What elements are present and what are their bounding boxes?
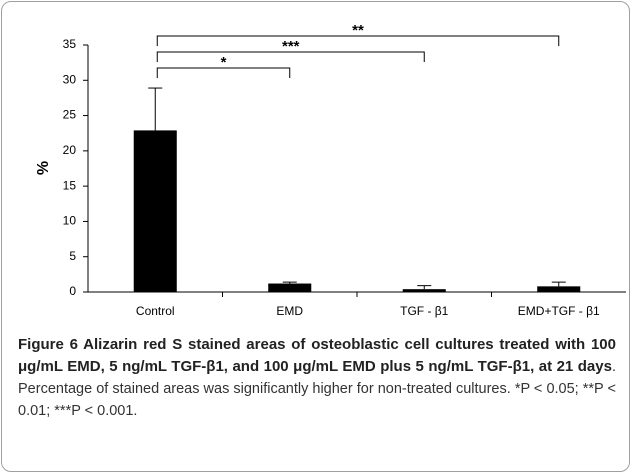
caption-title: Figure 6 Alizarin red S stained areas of… bbox=[18, 336, 616, 375]
caption-text: . Percentage of stained areas was signif… bbox=[18, 359, 616, 419]
y-tick-label: 10 bbox=[63, 214, 77, 228]
bar bbox=[537, 286, 581, 292]
chart: % 0 5 10 15 20 25 30 35 Control EMD TGF - β1 EMD+TG… bbox=[35, 22, 626, 318]
significance-label: ** bbox=[352, 22, 364, 39]
bar bbox=[133, 130, 177, 292]
significance-bracket bbox=[156, 35, 560, 46]
y-tick-label: 0 bbox=[69, 284, 76, 298]
significance-bracket bbox=[156, 51, 425, 62]
significance-bracket bbox=[156, 67, 291, 78]
y-tick-label: 20 bbox=[63, 143, 77, 157]
caption: Figure 6 Alizarin red S stained areas of… bbox=[18, 334, 616, 422]
y-tick-label: 15 bbox=[63, 178, 77, 192]
bar bbox=[268, 283, 312, 292]
y-tick-label: 30 bbox=[63, 72, 77, 86]
significance-label: * bbox=[221, 54, 227, 71]
x-tick-label: EMD+TGF - β1 bbox=[518, 304, 600, 318]
y-tick-label: 5 bbox=[69, 249, 76, 263]
x-tick-label: Control bbox=[136, 304, 175, 318]
y-tick-label: 25 bbox=[63, 108, 77, 122]
y-tick-label: 35 bbox=[63, 37, 77, 51]
x-tick-label: TGF - β1 bbox=[400, 304, 449, 318]
bar bbox=[402, 289, 446, 292]
significance-label: *** bbox=[282, 38, 300, 55]
x-tick-label: EMD bbox=[276, 304, 303, 318]
y-axis-label: % bbox=[35, 161, 52, 175]
